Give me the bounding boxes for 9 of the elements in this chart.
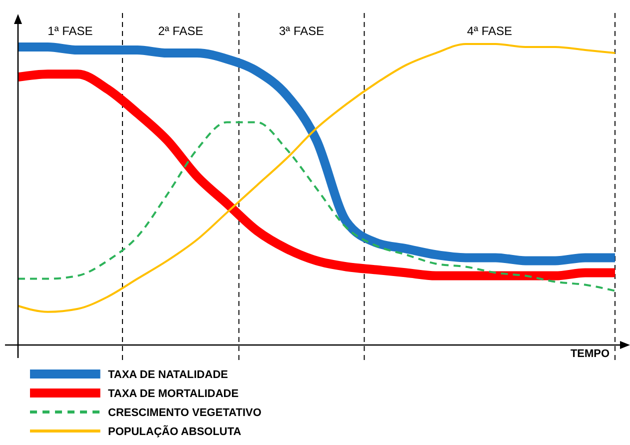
legend-label: TAXA DE MORTALIDADE (108, 388, 239, 400)
text: 2ª FASE (158, 24, 204, 38)
x-axis-title: TEMPO (570, 348, 610, 360)
legend-label: TAXA DE NATALIDADE (108, 369, 228, 381)
text: 4ª FASE (467, 24, 512, 38)
legend-label: POPULAÇÃO ABSOLUTA (108, 425, 242, 438)
text: 1ª FASE (48, 24, 93, 38)
text: 3ª FASE (279, 24, 324, 38)
legend-label: CRESCIMENTO VEGETATIVO (108, 407, 262, 419)
